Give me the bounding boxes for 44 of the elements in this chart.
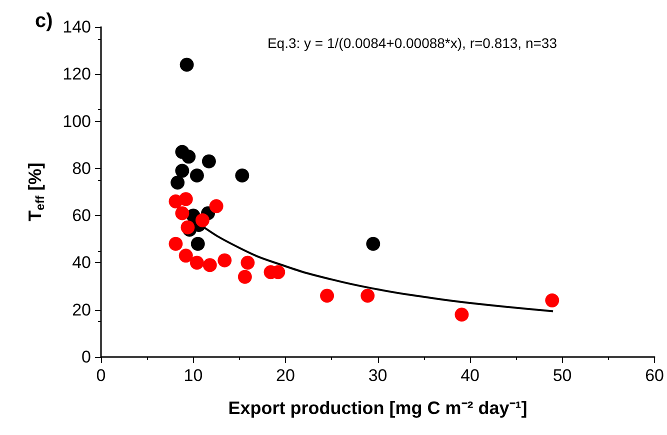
chart-title: c) [35,10,53,32]
point [238,270,252,284]
x-tick-label: 60 [645,366,664,385]
x-axis-title: Export production [mg C m⁻² day⁻¹] [228,398,528,418]
point [180,220,195,234]
point [366,236,380,251]
point [240,256,255,270]
y-tick-label: 140 [62,18,91,36]
point [196,213,210,228]
x-tick-label: 30 [368,366,388,385]
point [190,168,204,182]
point [190,256,204,270]
point [454,308,469,322]
point [175,164,190,178]
y-tick-label: 60 [72,206,91,226]
y-tick-label: 80 [72,158,91,178]
point [182,150,196,164]
y-axis-title: Teff [%] [25,162,47,222]
point [178,248,193,263]
point [202,258,217,272]
y-tick-label: 100 [62,112,91,131]
y-tick-label: 40 [72,253,91,272]
point [209,199,224,214]
y-tick-label: 0 [82,348,91,366]
point [168,236,183,251]
x-tick-label: 40 [460,366,480,385]
point [190,236,205,251]
point [545,293,560,308]
point [202,154,216,168]
x-tick-label: 50 [552,366,572,385]
y-tick-label: 120 [62,64,91,84]
point [175,206,190,220]
y-tick-label: 20 [72,300,91,320]
point [235,168,250,182]
point [170,176,185,190]
point [178,192,193,206]
point [360,288,375,303]
annotation: Eq.3: y = 1/(0.0084+0.00088*x), r=0.813, n=33 [267,35,558,51]
point [320,288,334,303]
point [218,253,232,268]
x-tick-label: 10 [184,366,203,385]
x-tick-label: 0 [96,366,106,385]
x-tick-label: 20 [276,366,295,385]
point [180,58,194,72]
